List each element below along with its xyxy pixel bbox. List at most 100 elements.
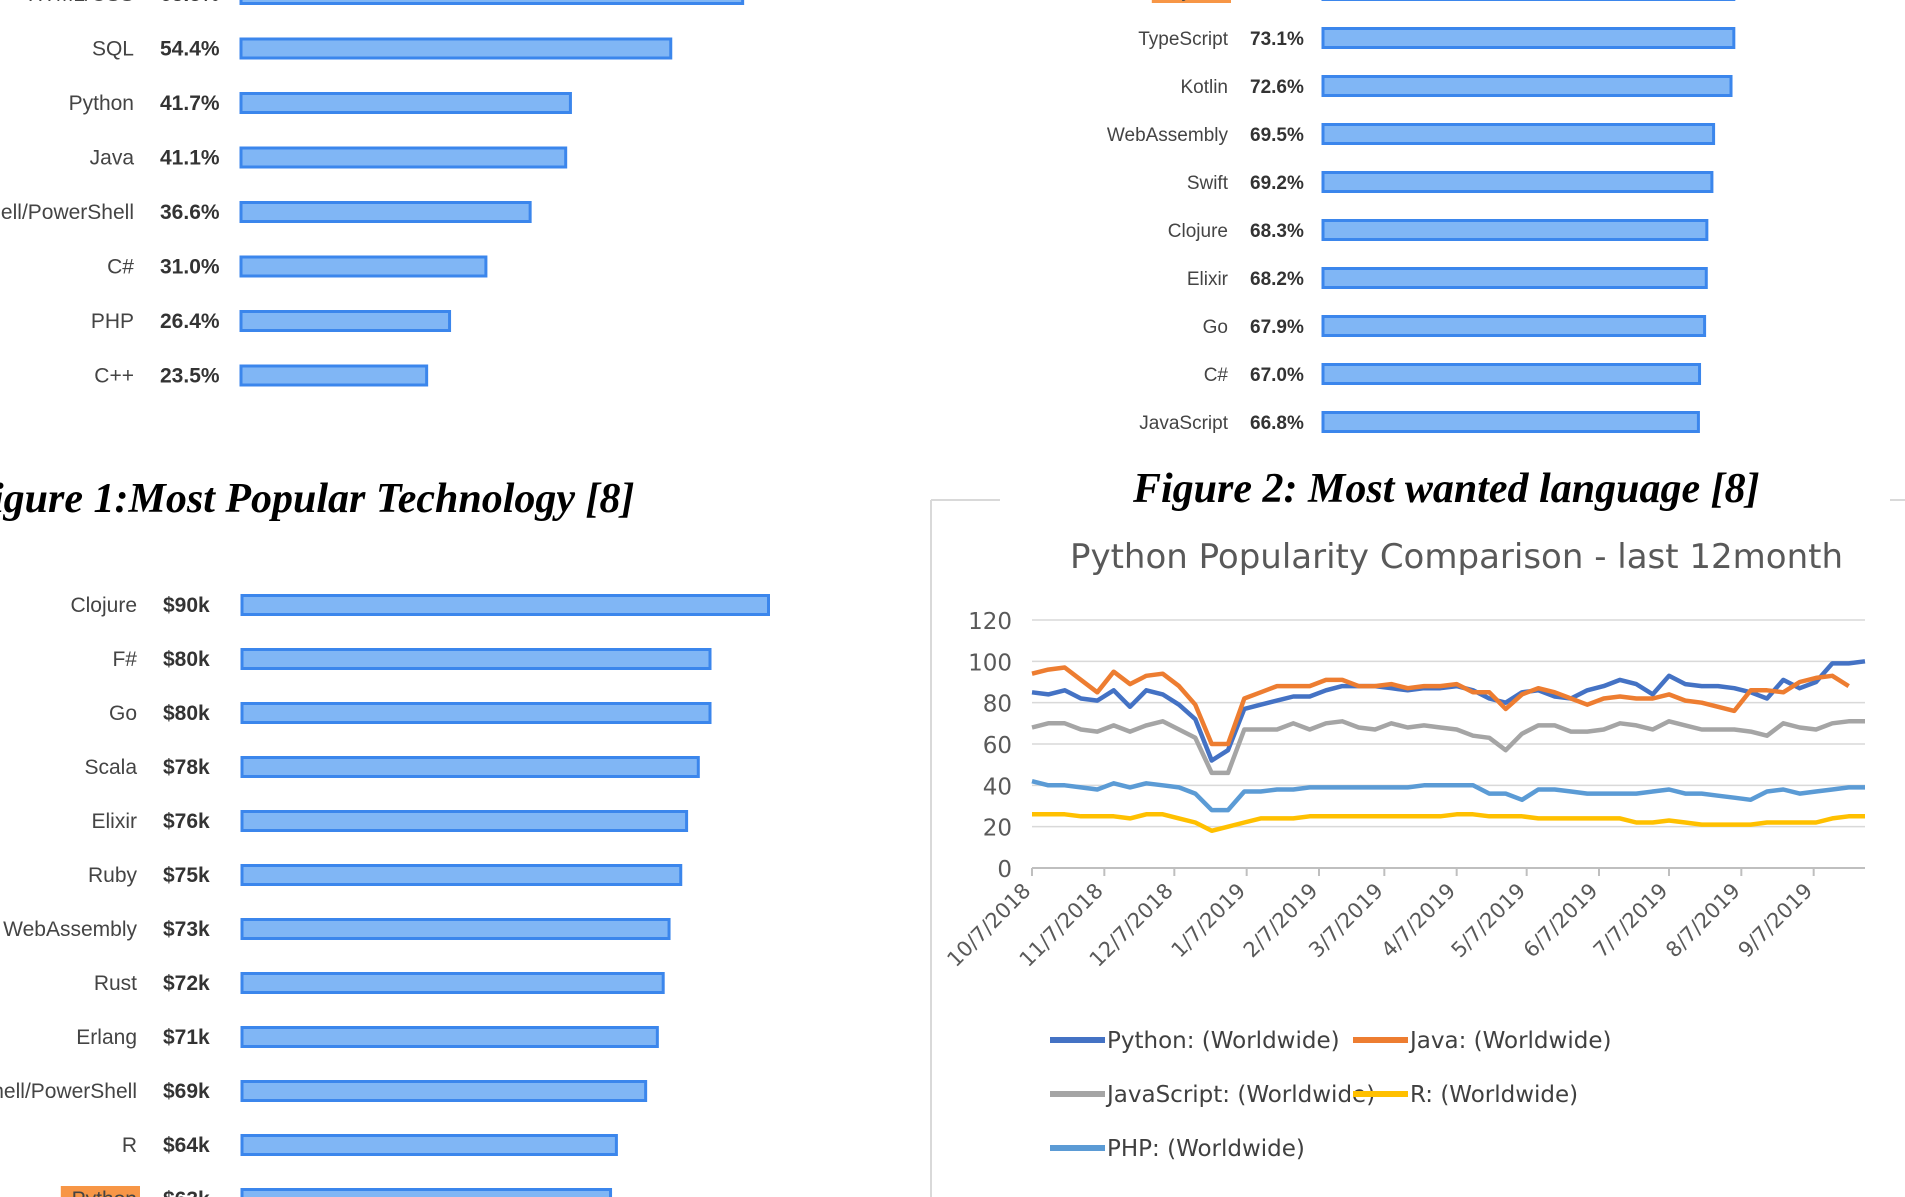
series-line-java-worldwide: [1031, 665, 1850, 747]
category-label-typescript: TypeScript: [1138, 29, 1228, 50]
x-tick-label-5-7-2019: 5/7/2019: [1447, 879, 1531, 963]
figure4-line-chart: Python Popularity Comparison - last 12mo…: [930, 499, 1905, 1197]
category-label-sql: SQL: [92, 38, 134, 61]
series-line-php-worldwide: [1031, 779, 1865, 813]
bar-c: [239, 255, 488, 278]
legend-label-java-worldwide: Java: (Worldwide): [1408, 1028, 1611, 1054]
series-line-javascript-worldwide: [1031, 719, 1865, 776]
figure1-panel: HTML/CSS 63.5% SQL 54.4% Python 41.7% Java 41.1…: [0, 0, 760, 420]
category-label-c: C++: [94, 365, 134, 388]
bar-php: [239, 310, 452, 332]
value-label-r: $64k: [163, 1134, 210, 1157]
bar-webassembly: [1321, 123, 1716, 145]
category-label-r: R: [122, 1134, 137, 1157]
value-label-ruby: $75k: [163, 864, 210, 887]
bar-clojure: [240, 594, 770, 616]
bar-kotlin: [1321, 75, 1733, 97]
value-label-erlang: $71k: [163, 1026, 210, 1049]
value-label-c: 31.0%: [160, 256, 220, 279]
y-tick-label-40: 40: [983, 774, 1012, 800]
figure2-panel: Python 73.1% TypeScript 73.1% Kotlin 72.6% Web…: [1085, 0, 1785, 450]
category-label-python: Python: [72, 1188, 137, 1197]
category-label-elixir: Elixir: [1187, 269, 1229, 290]
legend-label-php-worldwide: PHP: (Worldwide): [1107, 1136, 1305, 1162]
bar-go: [240, 702, 712, 724]
category-label-javascript: JavaScript: [1139, 413, 1228, 434]
bar-f: [240, 648, 712, 670]
y-tick-label-0: 0: [997, 857, 1012, 883]
value-label-python: 41.7%: [160, 92, 220, 115]
series-line-r-worldwide: [1032, 812, 1865, 834]
category-label-webassembly: WebAssembly: [3, 918, 137, 941]
value-label-c: 23.5%: [160, 365, 220, 388]
bar-sql: [239, 37, 673, 60]
value-label-html-css: 63.5%: [160, 0, 220, 6]
category-label-rust: Rust: [94, 972, 137, 995]
value-label-elixir: 68.2%: [1250, 269, 1304, 290]
bar-scala: [240, 756, 700, 778]
figure2-bar-chart: Python 73.1% TypeScript 73.1% Kotlin 72.6% Web…: [1107, 0, 1736, 434]
category-label-clojure: Clojure: [70, 594, 137, 617]
y-tick-label-120: 120: [968, 609, 1012, 635]
bar-typescript: [1321, 27, 1736, 49]
x-tick-label-6-7-2019: 6/7/2019: [1519, 879, 1603, 963]
value-label-scala: $78k: [163, 756, 210, 779]
value-label-go: 67.9%: [1250, 317, 1304, 338]
value-label-clojure: $90k: [163, 594, 210, 617]
legend-label-r-worldwide: R: (Worldwide): [1410, 1082, 1578, 1108]
y-tick-label-100: 100: [968, 650, 1012, 676]
value-label-sql: 54.4%: [160, 38, 220, 61]
bar-bash-shell-powershell: [240, 1080, 648, 1102]
value-label-webassembly: $73k: [163, 918, 210, 941]
category-label-html-css: HTML/CSS: [28, 0, 134, 6]
bar-c: [1321, 363, 1702, 385]
bar-webassembly: [240, 918, 671, 940]
value-label-c: 67.0%: [1250, 365, 1304, 386]
value-label-bash-shell-powershell: 36.6%: [160, 201, 220, 224]
category-label-erlang: Erlang: [76, 1026, 137, 1049]
bar-java: [239, 146, 568, 169]
category-label-php: PHP: [91, 310, 134, 333]
bar-c: [239, 364, 429, 387]
legend-label-javascript-worldwide: JavaScript: (Worldwide): [1105, 1082, 1375, 1108]
bar-python: [239, 92, 572, 114]
category-label-go: Go: [1203, 317, 1228, 338]
x-tick-label-9-7-2019: 9/7/2019: [1734, 879, 1818, 963]
bar-clojure: [1321, 219, 1709, 241]
category-label-java: Java: [90, 147, 135, 170]
figure3-bar-chart: Clojure $90k F# $80k Go $80k Scala $78k Elixir $7…: [0, 594, 770, 1197]
figure3-panel: Clojure $90k F# $80k Go $80k Scala $78k Elixir $7…: [0, 570, 800, 1197]
category-label-bash-shell-powershell: Bash/Shell/PowerShell: [0, 201, 134, 224]
value-label-go: $80k: [163, 702, 210, 725]
bar-javascript: [1321, 411, 1700, 433]
figure1-bar-chart: HTML/CSS 63.5% SQL 54.4% Python 41.7% Java 41.1…: [0, 0, 745, 388]
value-label-python: $63k: [163, 1188, 210, 1197]
figure4-panel: Python Popularity Comparison - last 12mo…: [925, 490, 1905, 1197]
category-label-bash-shell-powershell: Bash/Shell/PowerShell: [0, 1080, 137, 1103]
category-label-kotlin: Kotlin: [1180, 77, 1228, 98]
value-label-clojure: 68.3%: [1250, 221, 1304, 242]
value-label-elixir: $76k: [163, 810, 210, 833]
figure2-caption: Figure 2: Most wanted language [8]: [1133, 466, 1760, 512]
bar-rust: [240, 972, 665, 994]
category-label-python: Python: [1169, 0, 1228, 2]
bar-r: [240, 1134, 618, 1156]
category-label-ruby: Ruby: [88, 864, 138, 887]
x-tick-label-8-7-2019: 8/7/2019: [1661, 879, 1745, 963]
y-tick-label-20: 20: [983, 816, 1012, 842]
category-label-c: C#: [1204, 365, 1229, 386]
bar-elixir: [240, 810, 689, 832]
category-label-elixir: Elixir: [92, 810, 138, 833]
category-highlight-python: [60, 1186, 140, 1197]
x-tick-label-7-7-2019: 7/7/2019: [1589, 879, 1673, 963]
y-tick-label-60: 60: [983, 733, 1012, 759]
category-label-go: Go: [109, 702, 137, 725]
category-label-f: F#: [112, 648, 137, 671]
category-label-scala: Scala: [84, 756, 137, 779]
x-tick-label-1-7-2019: 1/7/2019: [1167, 879, 1251, 963]
value-label-javascript: 66.8%: [1250, 413, 1304, 434]
bar-bash-shell-powershell: [239, 201, 532, 223]
category-label-c: C#: [107, 256, 134, 279]
y-tick-label-80: 80: [983, 692, 1012, 718]
bar-elixir: [1321, 267, 1708, 289]
